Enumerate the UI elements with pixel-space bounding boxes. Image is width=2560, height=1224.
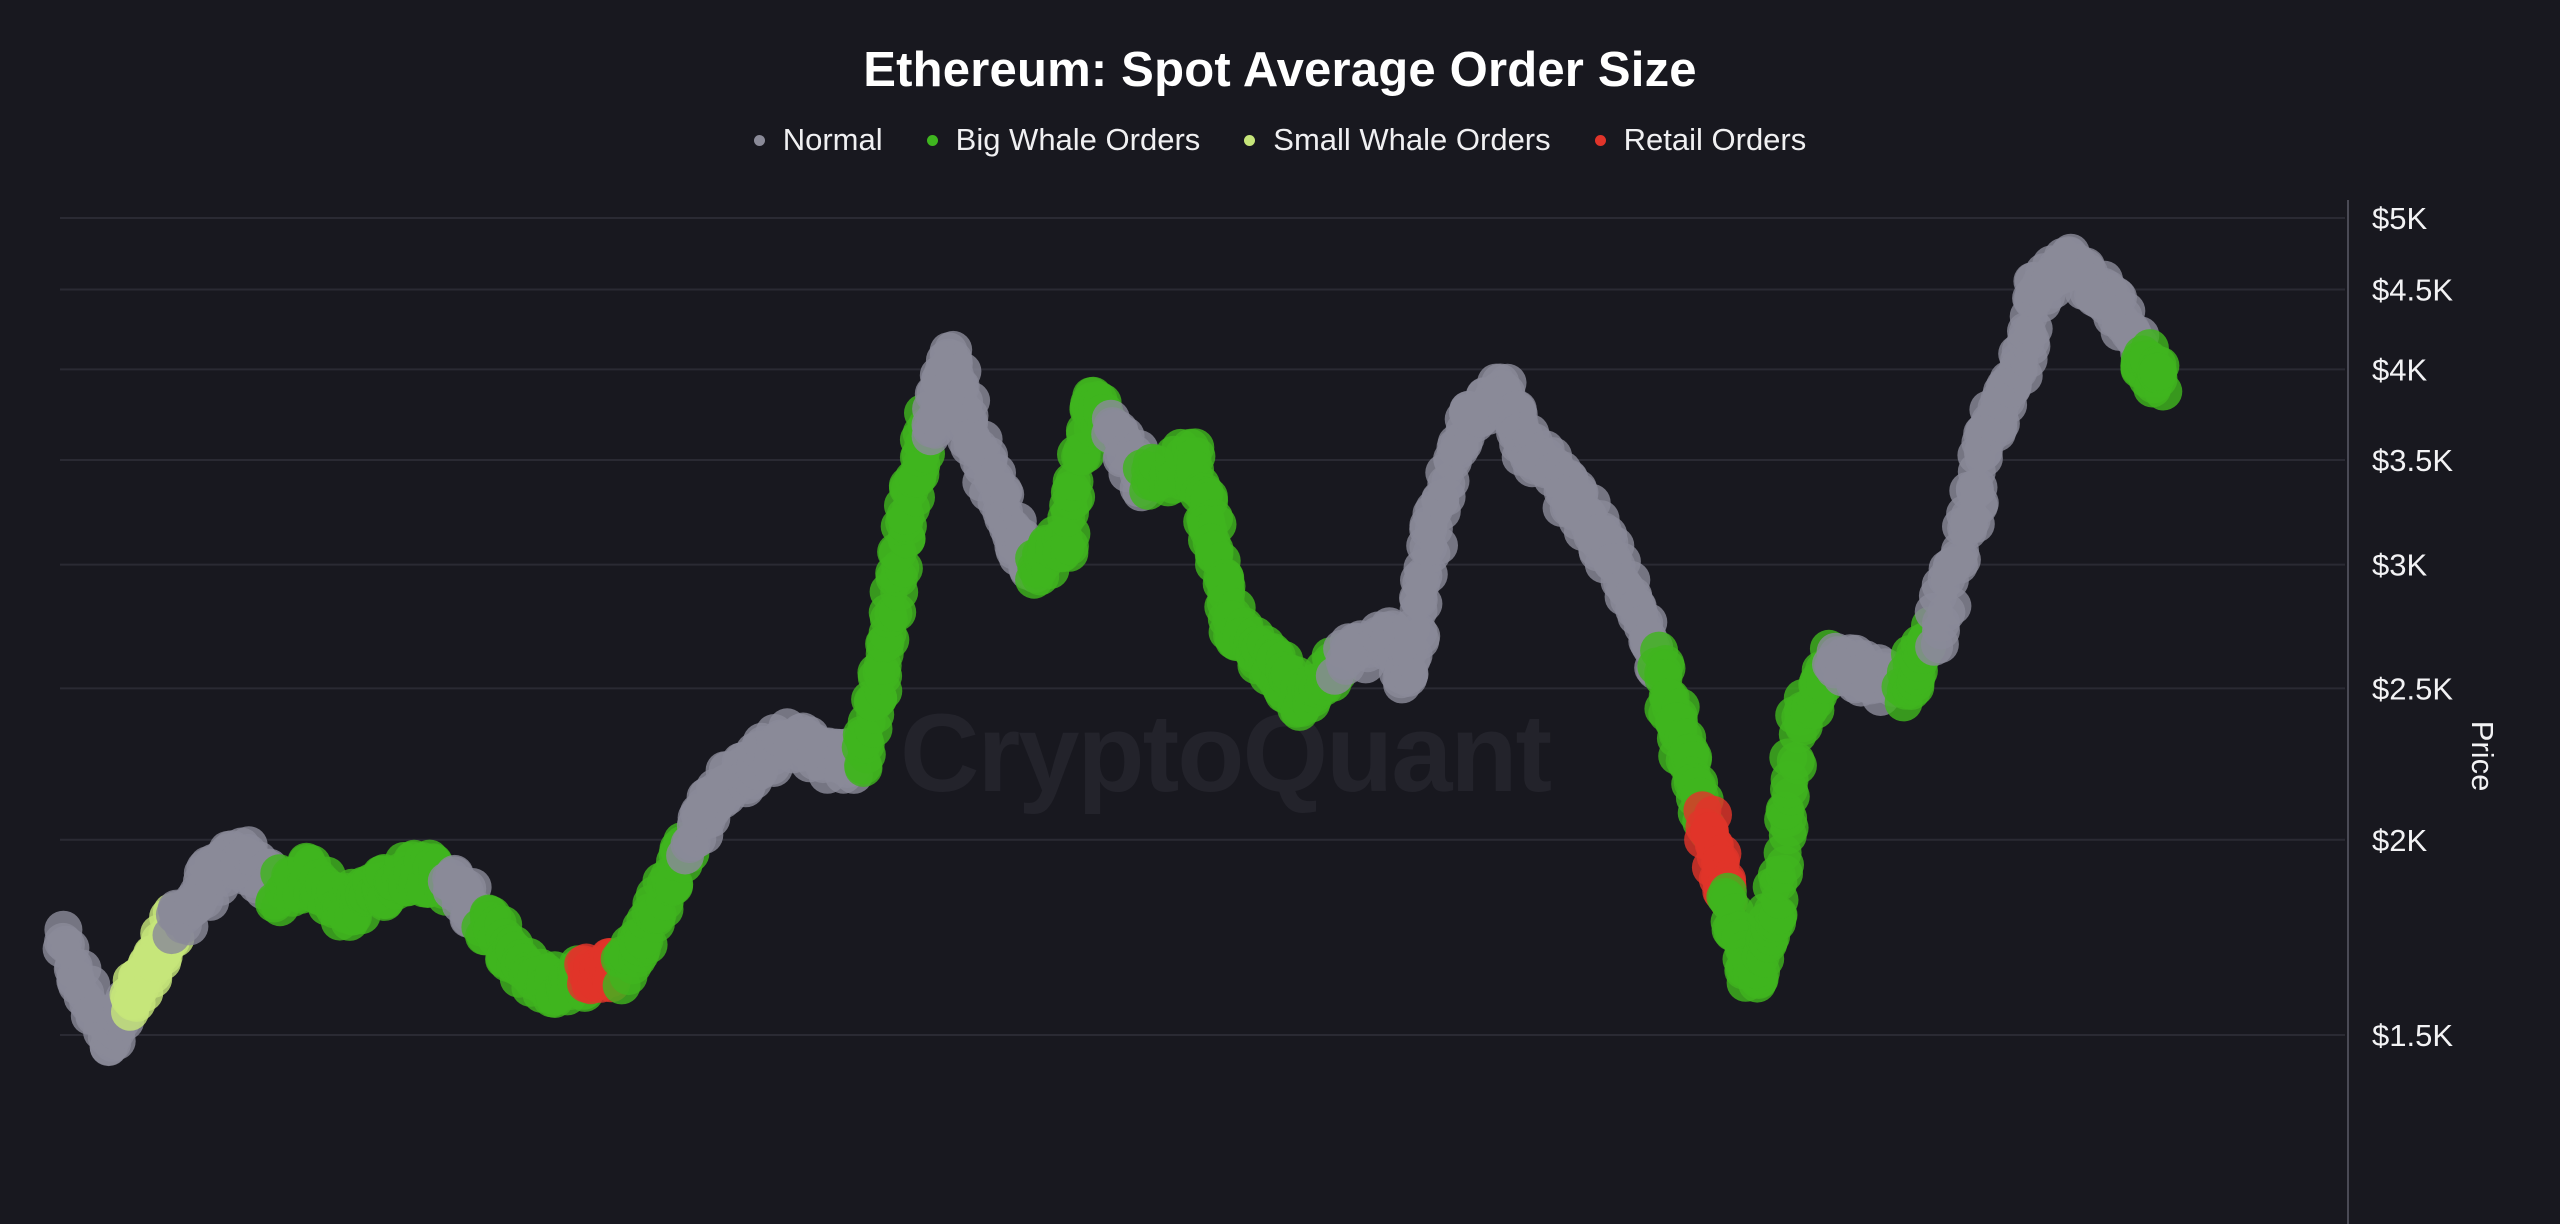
watermark: CryptoQuant [900,692,1552,815]
legend-dot-normal [753,134,765,146]
legend-label-normal: Normal [782,122,883,157]
y-tick-label: $3.5K [2372,443,2453,478]
legend-dot-big-whale [926,134,938,146]
chart-title: Ethereum: Spot Average Order Size [863,43,1697,97]
y-tick-label: $2K [2372,823,2427,858]
y-tick-label: $2.5K [2372,671,2453,706]
scatter-point-normal [1959,468,1998,507]
y-tick-label: $1.5K [2372,1018,2453,1053]
y-tick-label: $5K [2372,201,2427,236]
legend-dot-retail [1594,134,1606,146]
legend-item-big-whale[interactable]: Big Whale Orders [926,122,1201,158]
scatter-point-big-whale-orders [1050,527,1089,566]
legend-label-small-whale: Small Whale Orders [1273,122,1551,157]
legend-item-retail[interactable]: Retail Orders [1594,122,1807,158]
legend-item-normal[interactable]: Normal [753,122,883,158]
legend-label-retail: Retail Orders [1623,122,1807,157]
scatter-points [42,233,2183,1067]
y-tick-label: $3K [2372,548,2427,583]
y-tick-label: $4K [2372,352,2427,387]
y-tick-label: $4.5K [2372,272,2453,307]
scatter-point-big-whale-orders [2139,352,2178,391]
gridlines [60,217,2345,1036]
y-axis-ticks: $5K $4.5K $4K $3.5K $3K $2.5K $2K $1.5K [2372,201,2453,1053]
legend-item-small-whale[interactable]: Small Whale Orders [1244,122,1551,158]
legend: Normal Big Whale Orders Small Whale Orde… [0,122,2560,158]
y-axis-label: Price [2465,721,2500,792]
legend-label-big-whale: Big Whale Orders [955,122,1201,157]
legend-dot-small-whale [1244,134,1256,146]
scatter-point-normal [1942,540,1981,579]
